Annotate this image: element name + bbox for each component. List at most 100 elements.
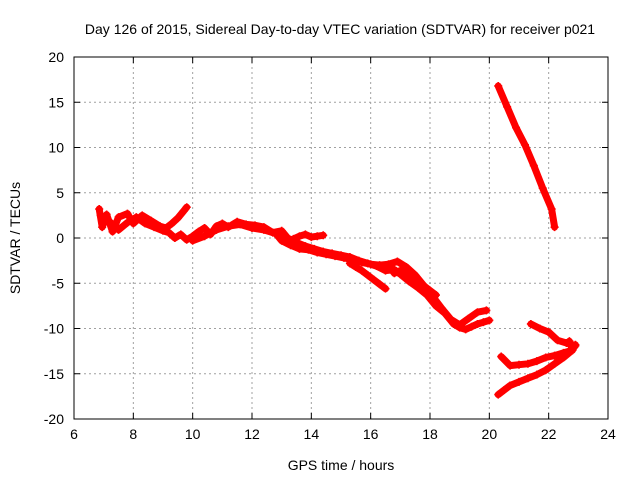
trace-late-upper [526, 319, 580, 350]
data-point [482, 306, 491, 315]
data-point [455, 320, 464, 329]
chart-title: Day 126 of 2015, Sidereal Day-to-day VTE… [85, 21, 595, 37]
data-point [520, 140, 529, 149]
data-point [512, 123, 521, 132]
trace-branch-17h [384, 261, 440, 300]
data-point [114, 225, 123, 234]
data-point [550, 359, 559, 368]
data-point [494, 390, 503, 399]
data-point [351, 262, 360, 271]
data-point [248, 224, 256, 233]
x-tick-label: 12 [244, 426, 260, 442]
data-point [188, 236, 197, 245]
y-tick-label: 20 [48, 49, 64, 65]
data-point [414, 278, 423, 287]
trace-main-3 [188, 220, 491, 329]
y-tick-label: 5 [56, 185, 64, 201]
data-point [393, 257, 402, 266]
data-point [384, 261, 393, 270]
data-point [295, 232, 304, 241]
grid [74, 57, 608, 419]
data-point [408, 275, 417, 284]
x-tick-label: 22 [541, 426, 557, 442]
data-point [159, 226, 167, 235]
data-point [526, 319, 535, 328]
data-point [114, 213, 123, 222]
data-point [375, 280, 384, 289]
data-point [500, 386, 509, 395]
data-point [479, 318, 488, 327]
data-point [319, 231, 328, 240]
data-point [515, 360, 523, 369]
x-tick-label: 8 [129, 426, 137, 442]
data-point [541, 353, 550, 362]
data-point [322, 250, 331, 259]
data-point [446, 315, 455, 324]
data-point [390, 269, 399, 278]
data-point [494, 81, 503, 90]
data-point [200, 232, 209, 241]
data-point [420, 281, 429, 290]
data-point [289, 234, 298, 243]
series-line [97, 211, 493, 333]
data-point [541, 366, 550, 375]
data-point [236, 220, 245, 229]
data-point [283, 237, 292, 246]
data-point [304, 245, 313, 254]
data-point [506, 381, 515, 390]
data-point [339, 253, 348, 262]
data-point [553, 336, 562, 345]
data-point [123, 209, 132, 218]
data-point [503, 102, 512, 111]
trace-late-rise [494, 81, 559, 232]
y-axis-label: SDTVAR / TECUs [7, 182, 23, 294]
data-point [105, 217, 114, 226]
data-point [357, 258, 366, 267]
y-tick-label: -5 [52, 275, 65, 291]
data-point [550, 351, 559, 360]
data-point [123, 218, 132, 227]
data-point [141, 219, 150, 228]
data-point [550, 223, 559, 232]
data-point [535, 324, 544, 333]
data-point [295, 244, 304, 253]
y-tick-label: 15 [48, 94, 64, 110]
x-tick-label: 20 [482, 426, 498, 442]
trace-branch-14h [283, 230, 328, 246]
data-point [497, 352, 506, 361]
data-point [529, 161, 538, 170]
data-point [523, 374, 532, 383]
data-point [224, 222, 233, 231]
data-point [194, 227, 203, 236]
data-point [176, 230, 185, 239]
data-point [150, 223, 159, 232]
data-point [307, 233, 316, 242]
data-point [396, 266, 405, 275]
data-point [381, 284, 390, 293]
data-point [167, 219, 176, 228]
data-point [164, 228, 173, 237]
data-point [170, 234, 179, 242]
data-point [515, 377, 523, 386]
trace-late-loop-2 [497, 337, 577, 370]
y-tick-label: -20 [44, 411, 64, 427]
data-point [461, 325, 470, 334]
data-point [426, 286, 434, 295]
x-axis: 6 8 10 12 14 16 18 20 22 24 [70, 57, 616, 442]
data-point [402, 262, 411, 271]
data-point [313, 232, 322, 241]
x-tick-label: 14 [304, 426, 320, 442]
trace-branch-15h [345, 259, 390, 293]
data-point [473, 308, 482, 317]
data-point [200, 224, 209, 233]
y-tick-label: 10 [48, 140, 64, 156]
data-point [132, 213, 141, 222]
x-tick-label: 6 [70, 426, 78, 442]
data-point [277, 226, 286, 235]
y-axis: -20 -15 -10 -5 0 5 10 15 20 [44, 49, 608, 427]
data-point [345, 259, 354, 268]
data-point [506, 361, 515, 370]
data-point [437, 304, 446, 313]
data-point [464, 314, 473, 323]
